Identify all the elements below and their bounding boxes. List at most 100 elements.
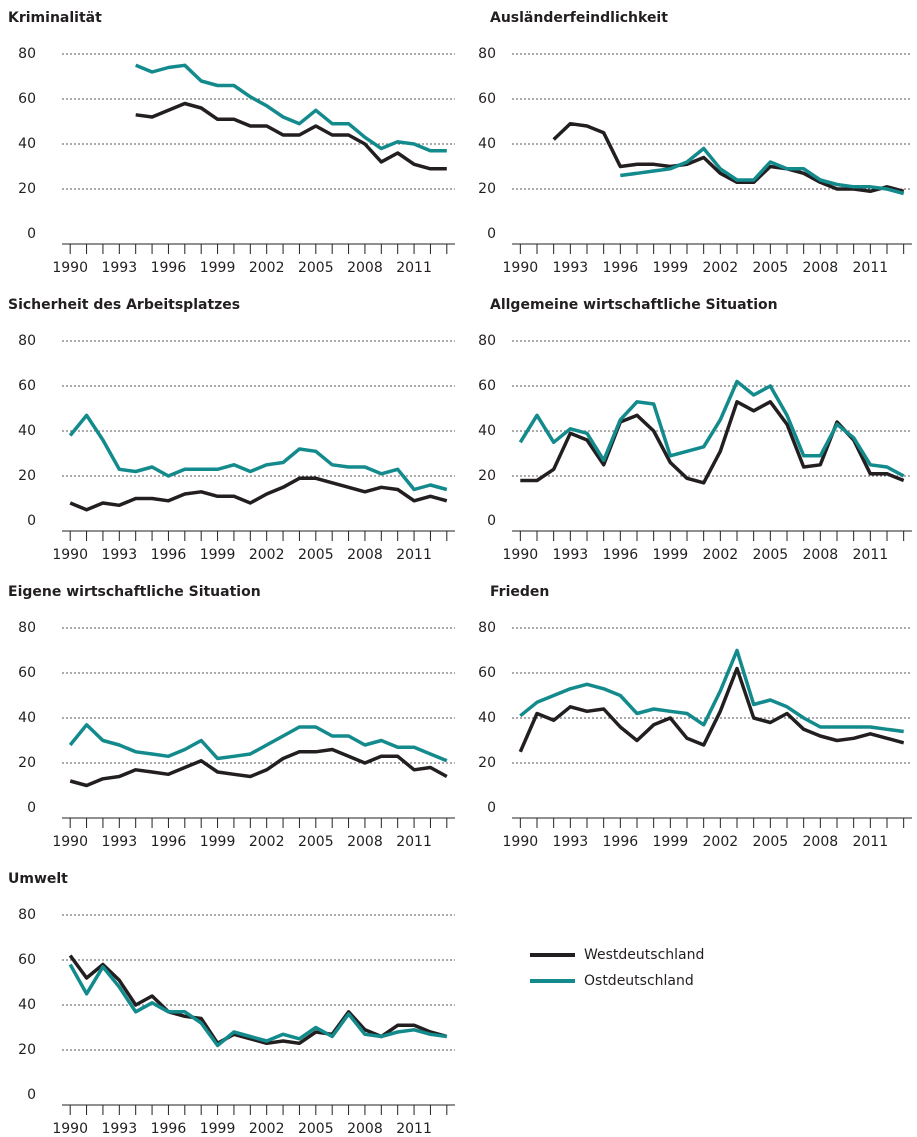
x-tick-label: 2005 xyxy=(298,547,334,563)
chart-title: Sicherheit des Arbeitsplatzes xyxy=(8,297,240,313)
series-line xyxy=(68,723,448,763)
y-tick-label: 40 xyxy=(478,710,496,726)
x-tick-label: 1993 xyxy=(101,834,137,850)
y-tick-label: 20 xyxy=(18,755,36,771)
y-tick-label: 80 xyxy=(18,620,36,636)
x-tick-label: 2011 xyxy=(396,260,432,276)
y-tick-label: 40 xyxy=(18,997,36,1013)
x-tick-label: 1993 xyxy=(101,260,137,276)
x-tick-label: 1990 xyxy=(503,547,539,563)
x-tick-label: 2008 xyxy=(347,260,383,276)
y-tick-label: 0 xyxy=(27,1087,36,1103)
x-tick-label: 1999 xyxy=(653,834,689,850)
x-tick-label: 1990 xyxy=(52,834,88,850)
y-tick-label: 80 xyxy=(478,620,496,636)
y-tick-label: 0 xyxy=(487,800,496,816)
x-tick-label: 2005 xyxy=(753,834,789,850)
x-tick-label: 1993 xyxy=(101,547,137,563)
x-tick-label: 1993 xyxy=(553,834,589,850)
series-line xyxy=(620,146,905,196)
series-line xyxy=(135,101,447,171)
y-tick-label: 0 xyxy=(27,226,36,242)
x-tick-label: 2002 xyxy=(703,260,739,276)
x-tick-label: 2011 xyxy=(853,260,889,276)
series-line xyxy=(135,63,447,153)
x-tick-label: 2011 xyxy=(853,547,889,563)
legend-label: Ostdeutschland xyxy=(584,973,694,989)
x-tick-label: 1999 xyxy=(200,260,236,276)
y-tick-label: 60 xyxy=(478,91,496,107)
series-line xyxy=(69,747,448,788)
x-tick-label: 1990 xyxy=(52,260,88,276)
y-tick-label: 60 xyxy=(18,91,36,107)
y-tick-label: 20 xyxy=(478,468,496,484)
x-tick-label: 1996 xyxy=(603,260,639,276)
x-tick-label: 2002 xyxy=(703,834,739,850)
x-tick-label: 2002 xyxy=(249,834,285,850)
y-tick-label: 40 xyxy=(18,423,36,439)
y-tick-label: 20 xyxy=(18,1042,36,1058)
x-tick-label: 1990 xyxy=(52,547,88,563)
x-tick-label: 2008 xyxy=(803,834,839,850)
chart-title: Frieden xyxy=(490,584,549,600)
x-tick-label: 1999 xyxy=(653,547,689,563)
x-tick-label: 2011 xyxy=(396,547,432,563)
y-tick-label: 60 xyxy=(478,665,496,681)
x-tick-label: 1999 xyxy=(200,834,236,850)
x-tick-label: 1996 xyxy=(151,1121,187,1137)
x-tick-label: 2002 xyxy=(249,547,285,563)
x-tick-label: 2005 xyxy=(298,1121,334,1137)
y-tick-label: 80 xyxy=(478,333,496,349)
x-tick-label: 2011 xyxy=(396,834,432,850)
y-tick-label: 40 xyxy=(18,710,36,726)
y-tick-label: 60 xyxy=(18,378,36,394)
series-line xyxy=(552,121,905,194)
series-line xyxy=(68,413,448,492)
chart-title: Ausländerfeindlichkeit xyxy=(490,10,668,26)
x-tick-label: 2008 xyxy=(803,547,839,563)
y-tick-label: 40 xyxy=(478,136,496,152)
chart-title: Eigene wirtschaftliche Situation xyxy=(8,584,261,600)
y-tick-label: 20 xyxy=(478,181,496,197)
x-tick-label: 1996 xyxy=(151,547,187,563)
y-tick-label: 80 xyxy=(18,907,36,923)
y-tick-label: 60 xyxy=(18,952,36,968)
y-tick-label: 20 xyxy=(18,181,36,197)
x-tick-label: 2011 xyxy=(396,1121,432,1137)
x-tick-label: 1996 xyxy=(603,547,639,563)
x-tick-label: 2005 xyxy=(753,547,789,563)
x-tick-label: 2002 xyxy=(249,1121,285,1137)
x-tick-label: 1990 xyxy=(503,260,539,276)
x-tick-label: 1993 xyxy=(553,547,589,563)
chart-title: Kriminalität xyxy=(8,10,102,26)
series-line xyxy=(518,666,905,753)
x-tick-label: 1996 xyxy=(151,834,187,850)
series-line xyxy=(519,648,904,734)
x-tick-label: 2008 xyxy=(347,547,383,563)
x-tick-label: 2008 xyxy=(803,260,839,276)
y-tick-label: 20 xyxy=(18,468,36,484)
x-tick-label: 2005 xyxy=(753,260,789,276)
y-tick-label: 80 xyxy=(18,46,36,62)
series-line xyxy=(68,963,448,1048)
x-tick-label: 2002 xyxy=(249,260,285,276)
y-tick-label: 0 xyxy=(27,513,36,529)
y-tick-label: 60 xyxy=(18,665,36,681)
x-tick-label: 1996 xyxy=(151,260,187,276)
x-tick-label: 1993 xyxy=(553,260,589,276)
chart-title: Umwelt xyxy=(8,871,68,887)
x-tick-label: 2008 xyxy=(347,834,383,850)
x-tick-label: 2008 xyxy=(347,1121,383,1137)
y-tick-label: 0 xyxy=(487,513,496,529)
y-tick-label: 0 xyxy=(27,800,36,816)
x-tick-label: 1996 xyxy=(603,834,639,850)
x-tick-label: 1999 xyxy=(200,1121,236,1137)
y-tick-label: 80 xyxy=(478,46,496,62)
series-line xyxy=(520,400,905,485)
chart-title: Allgemeine wirtschaftliche Situation xyxy=(490,297,778,313)
y-tick-label: 40 xyxy=(478,423,496,439)
x-tick-label: 1999 xyxy=(200,547,236,563)
y-tick-label: 0 xyxy=(487,226,496,242)
series-line xyxy=(69,476,448,512)
